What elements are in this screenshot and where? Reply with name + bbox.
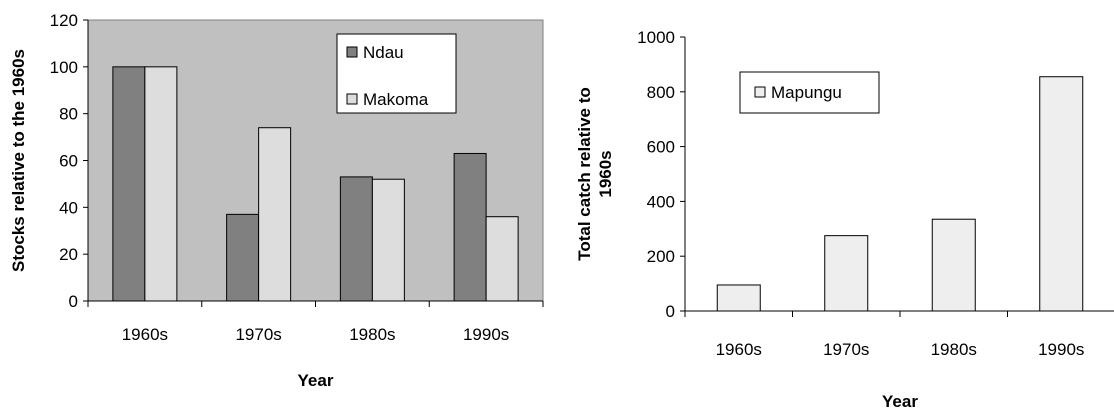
legend-label-ndau: Ndau	[363, 43, 404, 62]
stocks-y-tick-label: 0	[69, 292, 78, 311]
catch-y-tick-label: 800	[647, 83, 675, 102]
legend-swatch-ndau	[346, 46, 358, 58]
stocks-legend: Ndau Makoma	[336, 33, 457, 114]
stocks-x-axis-label: Year	[298, 371, 334, 390]
stocks-y-tick-label: 80	[59, 105, 78, 124]
stocks-y-tick-label: 100	[50, 58, 78, 77]
bar-mapungu-1990s	[1039, 76, 1084, 312]
bar-mapungu-1970s	[824, 235, 869, 312]
stocks-y-axis-label: Stocks relative to the 1960s	[9, 49, 28, 272]
catch-x-tick-label: 1960s	[716, 340, 762, 359]
stocks-chart: 0 20 40 60 80 100 120 1960s 1970s 1980s 1990s Yea…	[9, 11, 544, 390]
stocks-x-tick-label: 1970s	[235, 325, 281, 344]
bar-makoma-1990s	[485, 216, 519, 302]
bar-mapungu-1960s	[716, 284, 761, 312]
catch-x-axis-label: Year	[882, 392, 918, 411]
stocks-y-tick-label: 120	[50, 11, 78, 30]
legend-label-mapungu: Mapungu	[771, 83, 842, 102]
bar-ndau-1990s	[453, 152, 487, 302]
catch-y-tick-label: 400	[647, 192, 675, 211]
stocks-x-tick-label: 1960s	[122, 325, 168, 344]
bar-mapungu-1980s	[931, 218, 976, 312]
catch-x-tick-label: 1980s	[931, 340, 977, 359]
catch-y-tick-label: 1000	[637, 28, 675, 47]
legend-swatch-mapungu	[754, 86, 766, 98]
stocks-y-tick-label: 60	[59, 152, 78, 171]
bar-makoma-1980s	[371, 178, 405, 302]
legend-label-makoma: Makoma	[363, 90, 429, 109]
legend-swatch-makoma	[346, 93, 358, 105]
catch-y-tick-label: 0	[666, 302, 675, 321]
stocks-x-tick-label: 1990s	[463, 325, 509, 344]
bar-ndau-1970s	[226, 213, 260, 302]
stocks-y-tick-label: 40	[59, 198, 78, 217]
catch-y-tick-label: 600	[647, 138, 675, 157]
catch-legend: Mapungu	[739, 71, 880, 114]
catch-y-axis-label: Total catch relative to 1960s	[575, 87, 615, 261]
catch-chart: 0 200 400 600 800 1000 1960s 1970s 1980s 1990s Y…	[575, 28, 1114, 411]
bar-makoma-1970s	[258, 127, 292, 302]
stocks-y-tick-label: 20	[59, 245, 78, 264]
bar-makoma-1960s	[144, 66, 178, 302]
bar-ndau-1960s	[112, 66, 146, 302]
stocks-x-tick-label: 1980s	[349, 325, 395, 344]
catch-legend-box	[739, 71, 880, 114]
catch-x-tick-label: 1990s	[1038, 340, 1084, 359]
catch-y-tick-label: 200	[647, 247, 675, 266]
catch-y-axis-label-line1: Total catch relative to	[575, 87, 594, 261]
catch-x-tick-label: 1970s	[823, 340, 869, 359]
bar-ndau-1980s	[339, 176, 373, 302]
catch-y-axis-label-line2: 1960s	[596, 150, 615, 197]
